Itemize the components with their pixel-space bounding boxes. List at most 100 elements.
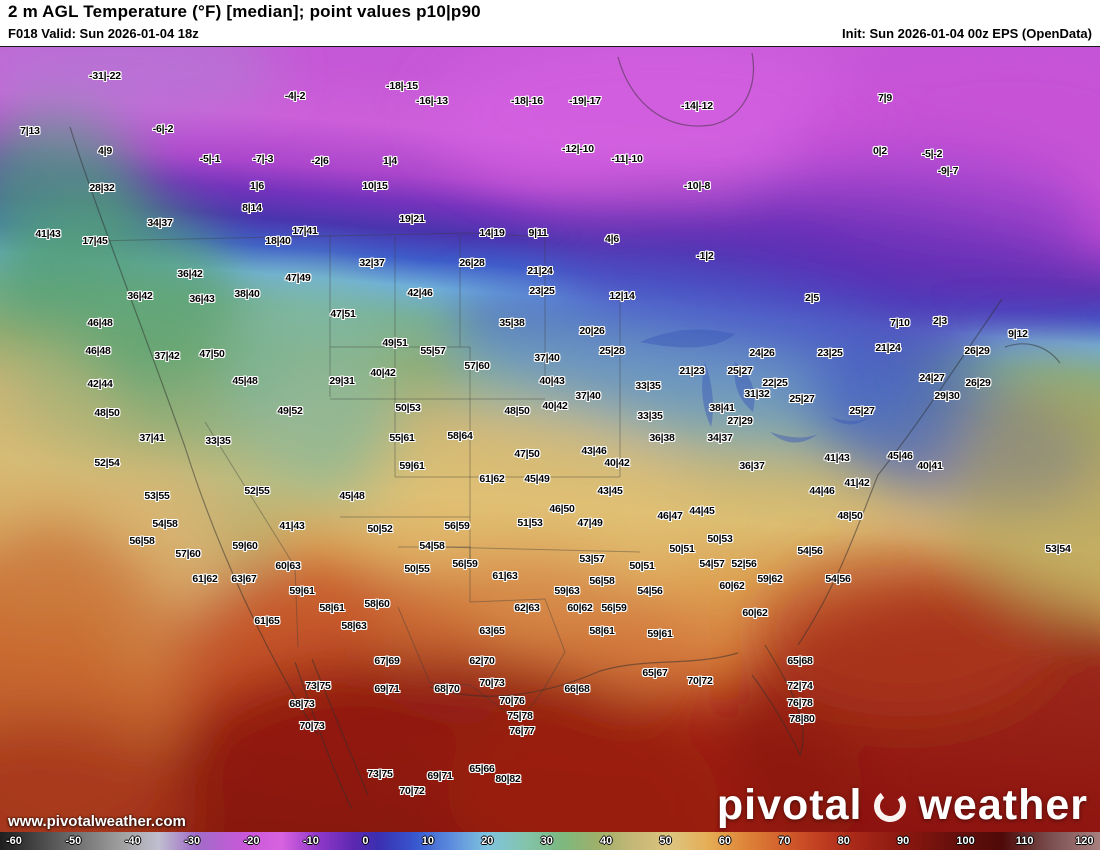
point-value: 46|48 — [85, 345, 111, 357]
point-value: 40|42 — [542, 400, 568, 412]
point-value: 17|41 — [292, 225, 318, 237]
point-value: -11|-10 — [611, 153, 643, 165]
state-borders — [89, 232, 641, 723]
point-value: 60|62 — [719, 580, 745, 592]
point-value: -9|-7 — [937, 165, 959, 177]
point-value: 53|54 — [1045, 543, 1071, 555]
map-title: 2 m AGL Temperature (°F) [median]; point… — [8, 2, 481, 21]
point-value: 29|30 — [934, 390, 960, 402]
point-value: 25|27 — [789, 393, 815, 405]
point-value: 55|57 — [420, 345, 446, 357]
point-value: -16|-13 — [416, 95, 448, 107]
point-value: 1|4 — [382, 155, 398, 167]
point-value: 32|37 — [359, 257, 385, 269]
point-value: 1|6 — [249, 180, 265, 192]
point-value: 33|35 — [637, 410, 663, 422]
point-value: 49|51 — [382, 337, 408, 349]
point-value: 59|60 — [232, 540, 258, 552]
point-value: 73|75 — [367, 768, 393, 780]
point-value: 41|43 — [824, 452, 850, 464]
point-value: 54|56 — [797, 545, 823, 557]
point-value: 12|14 — [609, 290, 635, 302]
point-value: 45|48 — [232, 375, 258, 387]
point-value: 52|55 — [244, 485, 270, 497]
brand-logo: pivotal weather — [717, 781, 1088, 830]
point-value: 33|35 — [205, 435, 231, 447]
point-value: 53|55 — [144, 490, 170, 502]
point-value: 2|3 — [932, 315, 948, 327]
point-value: 60|62 — [742, 607, 768, 619]
point-value: 56|59 — [452, 558, 478, 570]
point-value: 41|43 — [279, 520, 305, 532]
point-value: -4|-2 — [284, 90, 306, 102]
point-value: 63|65 — [479, 625, 505, 637]
point-value: 59|61 — [399, 460, 425, 472]
colorbar-tick: 100 — [956, 835, 975, 847]
point-value: 45|48 — [339, 490, 365, 502]
logo-word-pivotal: pivotal — [716, 781, 863, 829]
point-value: 59|61 — [647, 628, 673, 640]
colorbar-tick: -20 — [243, 835, 260, 847]
point-value: 37|40 — [575, 390, 601, 402]
point-value: 7|13 — [20, 125, 40, 137]
colorbar-tick: 40 — [600, 835, 613, 847]
point-value: 35|38 — [499, 317, 525, 329]
point-value: 46|48 — [87, 317, 113, 329]
point-value: 28|32 — [89, 182, 115, 194]
point-value: 70|76 — [499, 695, 525, 707]
point-value: 37|41 — [139, 432, 165, 444]
point-value: 58|60 — [364, 598, 390, 610]
point-value: -18|-15 — [386, 80, 418, 92]
point-value: 48|50 — [94, 407, 120, 419]
point-value: 56|59 — [601, 602, 627, 614]
point-value: 53|57 — [579, 553, 605, 565]
colorbar: -60 -50 -40 -30 -20 -10 0 10 20 30 40 50 60 70 80 90 100… — [0, 832, 1100, 850]
point-value: 33|35 — [635, 380, 661, 392]
point-value: 8|14 — [242, 202, 262, 214]
point-value: 51|53 — [517, 517, 543, 529]
point-value: 68|73 — [289, 698, 315, 710]
point-value: 34|37 — [147, 217, 173, 229]
coastlines — [69, 52, 1061, 810]
point-value: 37|42 — [154, 350, 180, 362]
point-value: 65|68 — [787, 655, 813, 667]
point-value: 61|65 — [254, 615, 280, 627]
point-value: 41|42 — [844, 477, 870, 489]
point-value: 60|62 — [567, 602, 593, 614]
map-canvas: -31|-22 7|13 -6|-2 4|9 -4|-2 -18|-15 -16|-13 -1… — [0, 46, 1100, 832]
point-value: 20|26 — [579, 325, 605, 337]
point-value: 68|70 — [434, 683, 460, 695]
point-value: 66|68 — [564, 683, 590, 695]
point-value: 43|45 — [597, 485, 623, 497]
point-value: 40|42 — [604, 457, 630, 469]
point-value: 36|43 — [189, 293, 215, 305]
logo-ring-icon — [874, 789, 907, 822]
point-value: 56|59 — [444, 520, 470, 532]
point-value: 69|71 — [374, 683, 400, 695]
point-value: 49|52 — [277, 405, 303, 417]
point-value: 70|72 — [399, 785, 425, 797]
colorbar-ticks: -60 -50 -40 -30 -20 -10 0 10 20 30 40 50 60 70 80 90 100… — [0, 832, 1100, 850]
point-value: 10|15 — [362, 180, 388, 192]
valid-time-label: F018 Valid: Sun 2026-01-04 18z — [8, 26, 199, 41]
point-value: 31|32 — [744, 388, 770, 400]
point-value: -19|-17 — [569, 95, 601, 107]
point-value: -1|2 — [696, 250, 714, 262]
lakes — [640, 329, 870, 443]
point-value: 42|44 — [87, 378, 113, 390]
point-value: 65|67 — [642, 667, 668, 679]
point-value: 48|50 — [504, 405, 530, 417]
colorbar-tick: -50 — [65, 835, 82, 847]
point-value: -31|-22 — [89, 70, 121, 82]
point-value: 38|41 — [709, 402, 735, 414]
point-value: 50|55 — [404, 563, 430, 575]
point-value: 18|40 — [265, 235, 291, 247]
point-value: 54|56 — [825, 573, 851, 585]
point-value: 60|63 — [275, 560, 301, 572]
colorbar-tick: 90 — [897, 835, 910, 847]
colorbar-tick: 70 — [778, 835, 791, 847]
point-value: 48|50 — [837, 510, 863, 522]
point-value: 59|63 — [554, 585, 580, 597]
point-value: 27|29 — [727, 415, 753, 427]
logo-word-weather: weather — [918, 781, 1088, 829]
